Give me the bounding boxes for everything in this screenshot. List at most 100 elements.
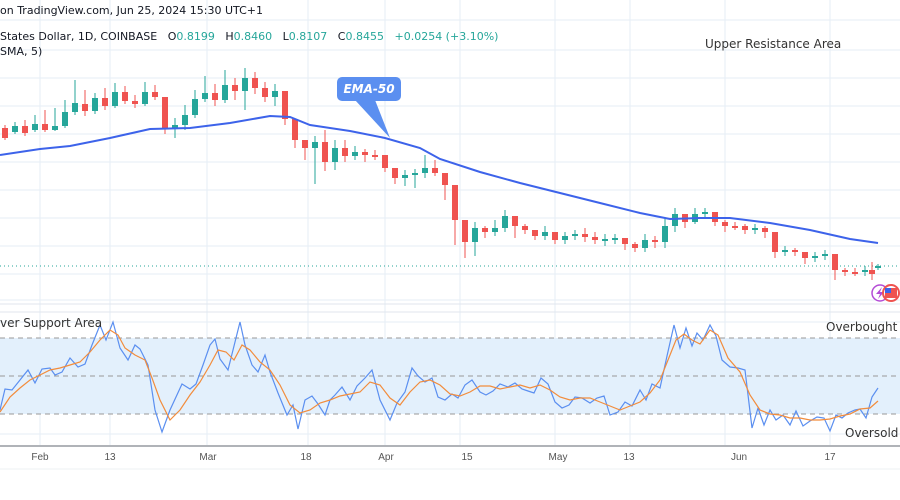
oversold-label: Oversold R [845, 426, 900, 440]
open-label: O [167, 30, 177, 43]
ema-callout-tail [355, 100, 390, 138]
indicator-legend[interactable]: SMA, 5) [0, 45, 43, 58]
x-tick: 13 [104, 452, 116, 463]
candle-body [502, 216, 508, 228]
candle-body [132, 101, 138, 104]
candle-body [72, 103, 78, 112]
candle-body [532, 230, 538, 236]
x-tick: Mar [199, 452, 217, 463]
candle-body [282, 91, 288, 119]
candle-body [522, 226, 528, 230]
candle-body [542, 232, 548, 236]
lightning-glyph [876, 287, 884, 299]
candle-body [452, 185, 458, 220]
x-tick: 15 [461, 452, 473, 463]
candle-body [832, 254, 838, 270]
lower-support-label: ver Support Area [0, 316, 103, 330]
source-watermark: on TradingView.com, Jun 25, 2024 15:30 U… [0, 4, 264, 17]
candle-body [592, 237, 598, 240]
candle-body [852, 272, 858, 274]
candle-body [422, 168, 428, 173]
grid-lines [0, 0, 900, 446]
candle-body [802, 252, 808, 258]
change-value: +0.0254 (+3.10%) [394, 30, 499, 43]
candle-body [492, 228, 498, 232]
candle-body [722, 222, 728, 226]
x-tick: 13 [623, 452, 635, 463]
upper-resistance-label: Upper Resistance Area [705, 37, 842, 51]
candle-body [702, 212, 708, 214]
candle-body [392, 168, 398, 178]
candle-body [792, 250, 798, 252]
candle-body [342, 148, 348, 156]
candle-body [82, 104, 88, 111]
candle-body [822, 254, 828, 256]
candle-body [772, 232, 778, 252]
candle-body [262, 88, 268, 97]
candle-body [62, 112, 68, 126]
candle-body [442, 173, 448, 185]
candle-body [622, 238, 628, 244]
symbol-name: States Dollar, 1D, COINBASE [0, 30, 158, 43]
candle-body [172, 125, 178, 128]
candle-body [642, 240, 648, 248]
candle-body [552, 232, 558, 240]
candle-body [252, 78, 258, 88]
open-value: 0.8199 [176, 30, 215, 43]
candle-body [372, 155, 378, 157]
candle-body [412, 173, 418, 175]
candle-body [242, 78, 248, 91]
candle-body [192, 99, 198, 115]
candle-body [512, 216, 518, 226]
candle-body [582, 234, 588, 237]
x-tick: Feb [31, 452, 49, 463]
candle-body [292, 119, 298, 140]
candle-body [142, 92, 148, 104]
x-tick: 18 [300, 452, 312, 463]
candle-body [232, 85, 238, 91]
candle-body [432, 168, 438, 173]
candle-body [222, 85, 228, 100]
x-tick: 17 [824, 452, 836, 463]
candle-body [212, 93, 218, 100]
candle-body [562, 236, 568, 240]
candle-body [352, 152, 358, 156]
candle-body [2, 128, 8, 138]
candle-body [612, 238, 618, 240]
candle-body [52, 126, 58, 130]
high-label: H [225, 30, 234, 43]
x-tick: Jun [730, 452, 748, 463]
candle-body [382, 155, 388, 168]
candle-body [652, 240, 658, 242]
close-label: C [337, 30, 346, 43]
candle-body [762, 228, 768, 232]
candle-body [362, 152, 368, 155]
candle-body [152, 92, 158, 97]
candle-body [812, 256, 818, 258]
candle-body [12, 126, 18, 132]
rsi-line [0, 320, 879, 434]
low-value: 0.8107 [288, 30, 328, 43]
candle-body [332, 148, 338, 162]
x-tick: May [548, 452, 568, 463]
symbol-legend[interactable]: States Dollar, 1D, COINBASE O0.8199 H 0.8… [0, 30, 498, 43]
rsi-sma-line [0, 329, 879, 422]
candle-body [312, 142, 318, 148]
ema-50-callout[interactable]: EMA-50 [337, 77, 401, 101]
low-label: L [282, 30, 289, 43]
candlestick-series [2, 68, 881, 280]
candle-body [302, 140, 308, 148]
candle-body [402, 175, 408, 178]
candle-body [472, 228, 478, 242]
candle-body [162, 97, 168, 128]
candle-body [22, 126, 28, 133]
close-value: 0.8455 [345, 30, 384, 43]
candle-body [875, 266, 881, 268]
candle-body [672, 214, 678, 226]
candle-body [182, 115, 188, 125]
candle-body [742, 226, 748, 230]
candle-body [869, 270, 875, 274]
candle-body [462, 220, 468, 242]
event-icons[interactable] [871, 284, 900, 302]
